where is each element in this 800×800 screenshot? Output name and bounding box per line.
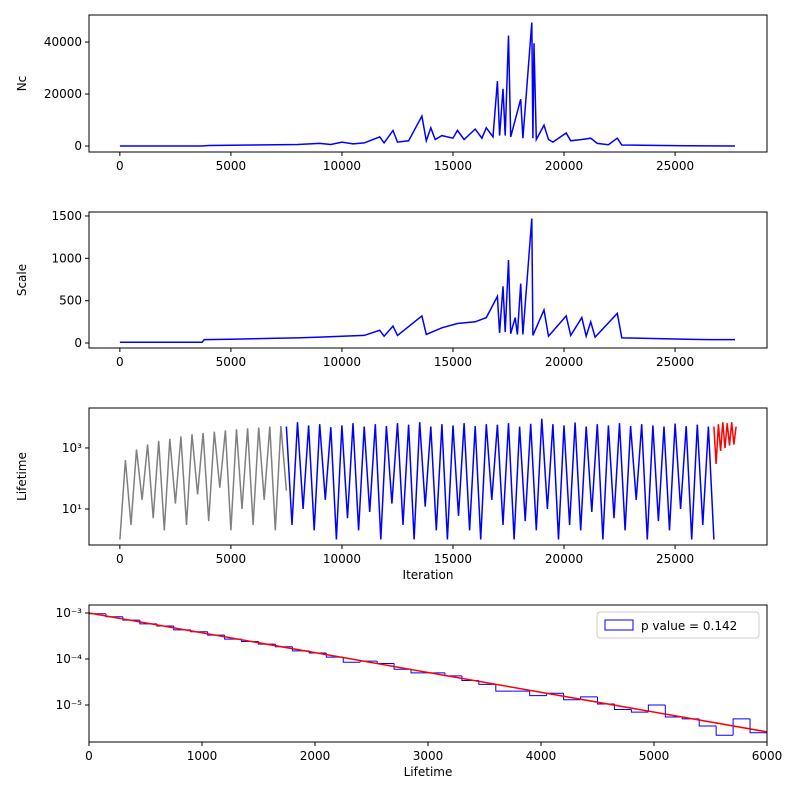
x-tick-label: 6000	[752, 749, 783, 763]
x-tick-label: 1000	[187, 749, 218, 763]
line-series	[285, 418, 715, 540]
plot-area	[89, 612, 767, 742]
line-series	[713, 422, 737, 464]
x-tick-label: 0	[116, 355, 124, 369]
x-tick-label: 0	[116, 159, 124, 173]
histogram-step	[495, 684, 513, 692]
x-tick-label: 0	[85, 749, 93, 763]
y-tick-label: 1500	[51, 209, 82, 223]
x-tick-label: 15000	[434, 552, 472, 566]
x-tick-label: 3000	[413, 749, 444, 763]
histogram-step	[529, 691, 547, 697]
subplot: 0 5000 10000 15000 20000 25000 10¹ 10³ Lifetime I…	[15, 407, 768, 582]
x-tick-label: 25000	[656, 355, 694, 369]
histogram-step	[698, 718, 717, 727]
subplot: 0 5000 10000 15000 20000 25000 0 500 1000 1500 Sca…	[15, 209, 768, 369]
line-series	[119, 218, 735, 343]
y-tick-label: 0	[74, 336, 82, 350]
y-tick-label: 10¹	[62, 502, 82, 516]
x-tick-label: 25000	[656, 552, 694, 566]
x-tick-label: 15000	[434, 355, 472, 369]
y-tick-label: 40000	[44, 35, 82, 49]
y-axis-label: Nc	[15, 76, 29, 92]
x-tick-label: 25000	[656, 159, 694, 173]
histogram-step	[715, 725, 734, 736]
y-tick-label: 10⁻⁵	[56, 698, 83, 712]
y-tick-label: 10⁻⁴	[56, 652, 83, 666]
x-tick-label: 20000	[545, 159, 583, 173]
x-axis-label: Lifetime	[404, 765, 453, 779]
y-tick-label: 10⁻³	[56, 606, 83, 620]
histogram-step	[410, 669, 428, 674]
axes-frame	[88, 14, 768, 153]
plot-area	[119, 218, 735, 343]
histogram-step	[630, 709, 649, 713]
x-tick-label: 10000	[323, 355, 361, 369]
subplot: 0 1000 2000 3000 4000 5000 6000 10⁻⁵ 10⁻⁴ 10⁻³ Lif…	[56, 604, 783, 779]
subplot: 0 5000 10000 15000 20000 25000 0 20000 40000 Nc	[15, 14, 768, 173]
legend-label: p value = 0.142	[641, 619, 737, 633]
legend-box	[596, 611, 760, 639]
histogram-step	[749, 718, 767, 734]
x-tick-label: 5000	[216, 159, 247, 173]
plot-area	[119, 22, 736, 147]
histogram-step	[122, 616, 140, 621]
histogram-step	[376, 661, 395, 664]
line-series	[119, 22, 736, 147]
histogram-step	[664, 704, 683, 718]
x-tick-label: 10000	[323, 552, 361, 566]
axes-frame	[88, 604, 768, 743]
y-axis-label: Lifetime	[15, 452, 29, 501]
x-tick-label: 2000	[300, 749, 331, 763]
x-tick-label: 5000	[216, 355, 247, 369]
x-tick-label: 15000	[434, 159, 472, 173]
axes-frame	[88, 211, 768, 349]
axes-frame	[88, 407, 768, 546]
x-tick-label: 20000	[545, 552, 583, 566]
y-tick-label: 10³	[62, 441, 82, 455]
histogram-step	[647, 704, 666, 713]
histogram-step	[89, 613, 106, 742]
x-tick-label: 20000	[545, 355, 583, 369]
x-axis-label: Iteration	[403, 568, 454, 582]
fit-line	[89, 612, 767, 733]
x-tick-label: 10000	[323, 159, 361, 173]
histogram-step	[732, 718, 751, 736]
y-tick-label: 500	[59, 294, 82, 308]
x-tick-label: 5000	[216, 552, 247, 566]
x-tick-label: 4000	[526, 749, 557, 763]
y-tick-label: 1000	[51, 251, 82, 265]
line-series	[119, 426, 288, 540]
x-tick-label: 0	[116, 552, 124, 566]
plot-area	[119, 418, 737, 540]
y-tick-label: 0	[74, 139, 82, 153]
x-tick-label: 5000	[639, 749, 670, 763]
y-tick-label: 20000	[44, 87, 82, 101]
y-axis-label: Scale	[15, 264, 29, 296]
histogram-step	[342, 657, 361, 663]
histogram-step	[563, 693, 581, 701]
legend-swatch	[604, 619, 634, 631]
